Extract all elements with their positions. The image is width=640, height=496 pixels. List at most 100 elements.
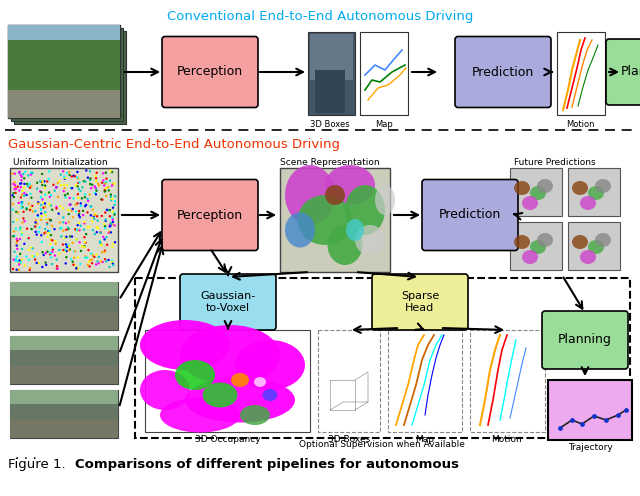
Point — [19, 192, 29, 200]
Polygon shape — [10, 296, 118, 314]
Point — [72, 264, 82, 272]
Point — [44, 168, 54, 176]
Point — [59, 248, 69, 255]
Point — [83, 195, 93, 203]
Ellipse shape — [285, 165, 335, 225]
Point — [59, 234, 69, 242]
Point — [49, 181, 59, 189]
Point — [91, 177, 101, 185]
Point — [81, 178, 91, 186]
Point — [76, 247, 86, 255]
Ellipse shape — [346, 219, 364, 241]
Point — [100, 222, 110, 230]
Point — [63, 210, 74, 218]
Point — [85, 175, 95, 183]
Point — [40, 203, 50, 211]
Point — [108, 216, 118, 224]
Text: Comparisons of different pipelines for autonomous: Comparisons of different pipelines for a… — [75, 458, 459, 471]
Point — [11, 208, 21, 216]
Point — [73, 253, 83, 261]
Point — [83, 261, 93, 269]
Point — [73, 175, 83, 183]
Point — [24, 180, 35, 188]
Point — [76, 202, 86, 210]
Point — [29, 223, 40, 231]
Point — [26, 225, 36, 233]
Ellipse shape — [522, 196, 538, 210]
Point — [37, 170, 47, 178]
Point — [26, 169, 36, 177]
Point — [99, 248, 109, 256]
Point — [49, 225, 60, 233]
Point — [107, 182, 117, 189]
Ellipse shape — [254, 377, 266, 387]
Point — [28, 169, 38, 177]
Polygon shape — [8, 40, 120, 90]
Point — [10, 248, 20, 255]
Point — [20, 261, 30, 269]
Point — [15, 226, 25, 234]
Point — [106, 196, 116, 204]
Point — [51, 184, 61, 191]
Point — [80, 254, 90, 262]
Point — [17, 200, 27, 208]
Point — [87, 256, 97, 264]
Point — [96, 241, 106, 249]
Point — [25, 184, 35, 192]
Point — [37, 195, 47, 203]
Point — [79, 219, 90, 227]
Text: Figure 1.: Figure 1. — [8, 458, 74, 471]
Polygon shape — [10, 336, 118, 350]
Point — [11, 257, 21, 265]
Point — [101, 184, 111, 192]
Point — [107, 258, 117, 266]
Point — [106, 167, 116, 175]
Point — [108, 243, 118, 251]
Point — [45, 240, 56, 248]
Point — [95, 229, 106, 237]
Ellipse shape — [231, 373, 249, 387]
Point — [108, 208, 118, 216]
Point — [19, 192, 29, 200]
Point — [17, 191, 28, 199]
Point — [73, 194, 83, 202]
Point — [99, 182, 109, 189]
Point — [15, 226, 26, 234]
Point — [60, 193, 70, 201]
Point — [81, 167, 92, 175]
Ellipse shape — [325, 165, 375, 205]
Point — [103, 206, 113, 214]
Point — [11, 255, 21, 263]
Point — [17, 198, 27, 206]
Point — [98, 233, 108, 241]
Point — [93, 224, 103, 232]
Point — [90, 184, 100, 192]
Point — [63, 241, 73, 249]
Point — [55, 202, 65, 210]
Ellipse shape — [160, 397, 240, 433]
Point — [90, 172, 100, 180]
Point — [108, 260, 118, 268]
Point — [79, 226, 89, 234]
Point — [15, 224, 26, 232]
Point — [104, 228, 115, 236]
Polygon shape — [360, 32, 408, 115]
Point — [69, 261, 79, 269]
Point — [19, 189, 29, 197]
Point — [62, 169, 72, 177]
Point — [577, 420, 587, 428]
Polygon shape — [10, 312, 118, 330]
FancyBboxPatch shape — [372, 274, 468, 330]
Point — [107, 256, 117, 264]
Point — [70, 173, 80, 181]
Ellipse shape — [588, 240, 604, 254]
Point — [621, 406, 631, 414]
Point — [87, 259, 97, 267]
Point — [58, 241, 68, 248]
Point — [60, 173, 70, 181]
Point — [19, 180, 29, 188]
Polygon shape — [8, 25, 120, 55]
Point — [14, 186, 24, 194]
Point — [48, 246, 58, 253]
Point — [86, 202, 97, 210]
